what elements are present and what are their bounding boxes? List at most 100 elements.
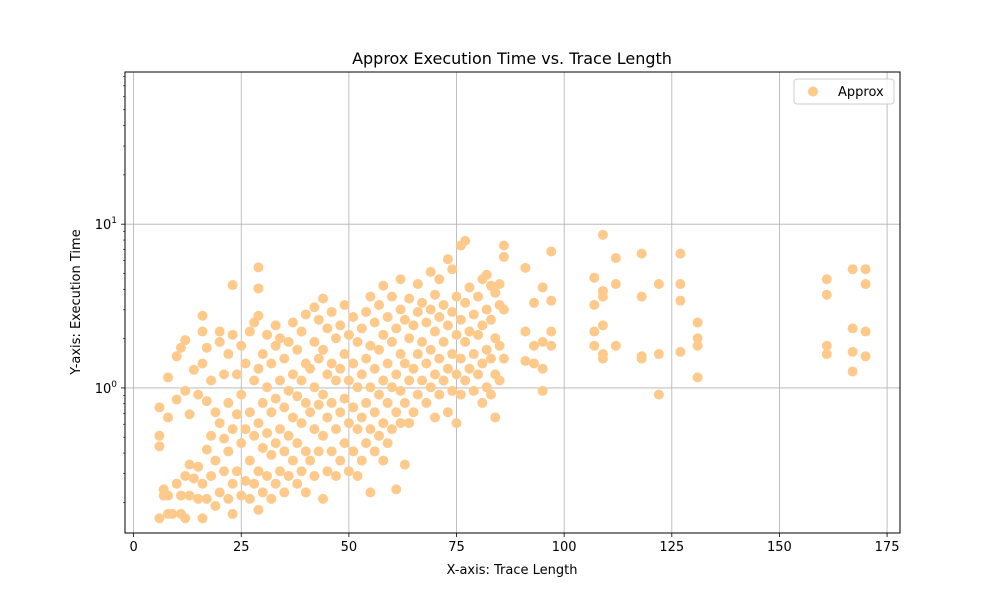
data-point: [300, 309, 311, 320]
data-point: [236, 340, 247, 351]
data-point: [326, 446, 337, 457]
data-point: [339, 349, 350, 360]
data-point: [223, 397, 234, 408]
data-point: [193, 461, 204, 472]
data-point: [481, 269, 492, 280]
data-point: [335, 455, 346, 466]
data-point: [279, 446, 290, 457]
data-point: [223, 446, 234, 457]
data-point: [330, 375, 341, 386]
data-point: [361, 438, 372, 449]
data-point: [262, 470, 273, 481]
data-point: [438, 336, 449, 347]
x-tick-label: 75: [448, 540, 465, 555]
data-point: [404, 375, 415, 386]
data-point: [365, 424, 376, 435]
data-point: [490, 412, 501, 423]
data-point: [546, 340, 557, 351]
data-point: [348, 446, 359, 457]
data-point: [468, 309, 479, 320]
data-point: [438, 299, 449, 310]
data-point: [386, 382, 397, 393]
data-point: [485, 353, 496, 364]
data-point: [300, 446, 311, 457]
data-point: [386, 424, 397, 435]
x-tick-label: 50: [341, 540, 358, 555]
data-point: [636, 351, 647, 362]
data-point: [421, 397, 432, 408]
chart-title: Approx Execution Time vs. Trace Length: [352, 49, 672, 68]
data-point: [430, 326, 440, 337]
data-point: [322, 369, 333, 380]
data-point: [447, 264, 458, 275]
data-point: [352, 382, 363, 393]
data-point: [201, 396, 212, 407]
data-point: [313, 399, 324, 410]
data-point: [636, 291, 647, 302]
data-point: [266, 493, 277, 504]
data-point: [223, 349, 234, 360]
data-point: [227, 508, 238, 519]
data-point: [343, 329, 354, 340]
legend: Approx: [793, 78, 895, 105]
data-point: [636, 248, 647, 259]
data-point: [395, 349, 406, 360]
data-point: [434, 312, 445, 323]
data-point: [214, 326, 225, 337]
data-point: [283, 430, 294, 441]
data-point: [382, 312, 393, 323]
data-point: [442, 407, 453, 418]
data-point: [270, 340, 281, 351]
data-point: [292, 344, 303, 355]
data-point: [589, 326, 600, 337]
data-point: [326, 306, 337, 317]
data-point: [498, 240, 509, 251]
data-point: [451, 329, 462, 340]
data-point: [498, 251, 509, 262]
data-point: [391, 407, 402, 418]
legend-marker: [808, 86, 818, 97]
data-point: [201, 342, 212, 353]
data-point: [490, 333, 501, 344]
data-point: [322, 412, 333, 423]
data-point: [356, 455, 367, 466]
data-point: [275, 424, 285, 435]
data-point: [343, 375, 354, 386]
data-point: [249, 478, 260, 489]
data-point: [339, 299, 350, 310]
data-point: [292, 478, 303, 489]
data-point: [154, 430, 165, 441]
data-point: [348, 312, 359, 323]
data-point: [206, 470, 217, 481]
data-point: [275, 333, 285, 344]
data-point: [210, 501, 221, 512]
data-point: [404, 293, 415, 304]
data-point: [275, 466, 285, 477]
data-point: [425, 304, 436, 315]
data-point: [330, 424, 341, 435]
data-point: [330, 470, 341, 481]
data-point: [214, 487, 225, 498]
data-point: [395, 274, 406, 285]
data-point: [309, 336, 320, 347]
data-point: [399, 397, 410, 408]
data-point: [412, 389, 423, 400]
data-point: [382, 358, 393, 369]
data-point: [227, 478, 238, 489]
data-point: [520, 326, 531, 337]
data-point: [348, 402, 359, 413]
data-point: [442, 320, 453, 331]
data-point: [374, 344, 385, 355]
data-point: [529, 358, 540, 369]
y-tick-label: 101: [95, 216, 117, 233]
data-point: [473, 329, 484, 340]
data-point: [305, 363, 316, 374]
data-point: [309, 470, 320, 481]
data-point: [692, 333, 703, 344]
data-point: [249, 375, 260, 386]
y-axis-ticks: 100 101: [95, 76, 125, 503]
data-point: [231, 409, 242, 420]
data-point: [520, 356, 531, 367]
data-point: [374, 299, 385, 310]
data-point: [240, 424, 251, 435]
